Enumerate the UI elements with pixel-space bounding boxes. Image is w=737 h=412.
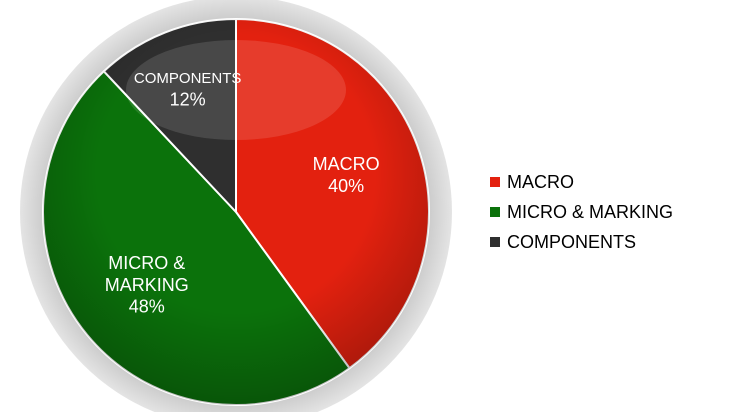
legend-swatch [490, 237, 500, 247]
legend-label: MACRO [507, 172, 574, 192]
slice-value-label: 40% [328, 176, 364, 196]
slice-value-label: 48% [129, 297, 165, 317]
slice-label: MICRO & MARKING [105, 253, 189, 295]
slice-label: COMPONENTS [134, 70, 242, 87]
legend-label: MICRO & MARKING [507, 202, 673, 222]
legend-label: COMPONENTS [507, 232, 636, 252]
pie-gloss [126, 40, 346, 140]
slice-label: MACRO [313, 154, 380, 174]
slice-value-label: 12% [170, 90, 206, 110]
legend-swatch [490, 177, 500, 187]
legend-swatch [490, 207, 500, 217]
